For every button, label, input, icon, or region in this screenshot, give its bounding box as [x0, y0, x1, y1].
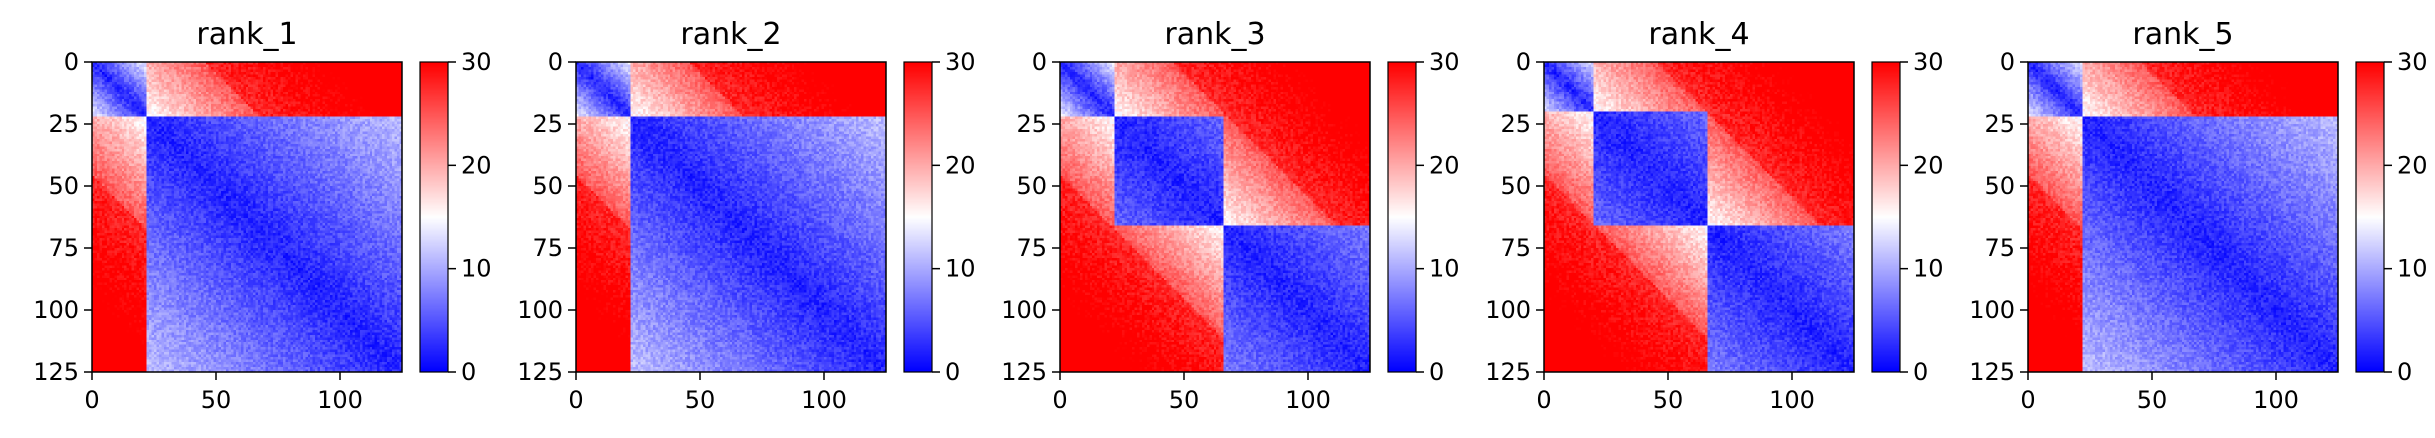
- x-tick-label: 0: [1052, 386, 1067, 414]
- y-tick-label: 50: [1016, 172, 1047, 200]
- colorbar-tick-label: 20: [945, 151, 976, 179]
- y-tick-label: 100: [1485, 296, 1531, 324]
- y-tick-label: 100: [517, 296, 563, 324]
- y-tick-label: 25: [1016, 110, 1047, 138]
- x-tick-label: 100: [801, 386, 847, 414]
- x-tick-label: 0: [2020, 386, 2035, 414]
- colorbar-frame: [1387, 61, 1417, 373]
- colorbar-tick-label: 10: [945, 255, 976, 283]
- x-tick-label: 100: [317, 386, 363, 414]
- colorbar-tick-label: 30: [1429, 48, 1460, 76]
- heatmap-matrix: [92, 62, 402, 372]
- x-tick-label: 100: [1769, 386, 1815, 414]
- y-tick-label: 50: [48, 172, 79, 200]
- plot-frame: [91, 61, 403, 373]
- y-tick-label: 125: [1485, 358, 1531, 386]
- colorbar-tick-label: 30: [2397, 48, 2428, 76]
- y-tick-label: 125: [1001, 358, 1047, 386]
- x-tick-label: 50: [685, 386, 716, 414]
- y-tick-label: 100: [33, 296, 79, 324]
- y-tick-label: 75: [48, 234, 79, 262]
- y-tick-label: 50: [532, 172, 563, 200]
- colorbar: [904, 62, 932, 372]
- y-tick-label: 0: [64, 48, 79, 76]
- y-tick-label: 75: [1016, 234, 1047, 262]
- heatmap-matrix: [1544, 62, 1854, 372]
- x-tick-label: 0: [84, 386, 99, 414]
- colorbar-tick-label: 0: [2397, 358, 2412, 386]
- x-tick-label: 100: [2253, 386, 2299, 414]
- panel-title: rank_4: [1648, 17, 1749, 52]
- y-tick-label: 75: [532, 234, 563, 262]
- heatmap-matrix: [2028, 62, 2338, 372]
- colorbar-frame: [903, 61, 933, 373]
- plot-frame: [1059, 61, 1371, 373]
- panel-title: rank_1: [196, 17, 297, 52]
- y-tick-label: 50: [1500, 172, 1531, 200]
- colorbar-tick-label: 0: [1913, 358, 1928, 386]
- plot-frame: [575, 61, 887, 373]
- colorbar-tick-label: 0: [461, 358, 476, 386]
- colorbar-tick-label: 10: [1429, 255, 1460, 283]
- plot-frame: [1543, 61, 1855, 373]
- x-tick-label: 50: [2137, 386, 2168, 414]
- colorbar: [2356, 62, 2384, 372]
- colorbar: [1872, 62, 1900, 372]
- plot-frame: [2027, 61, 2339, 373]
- y-tick-label: 75: [1984, 234, 2015, 262]
- colorbar-tick-label: 30: [945, 48, 976, 76]
- y-tick-label: 125: [1969, 358, 2015, 386]
- y-tick-label: 75: [1500, 234, 1531, 262]
- colorbar-tick-label: 10: [461, 255, 492, 283]
- heatmap-matrix: [576, 62, 886, 372]
- colorbar-tick-label: 10: [1913, 255, 1944, 283]
- colorbar-tick-label: 10: [2397, 255, 2428, 283]
- colorbar-frame: [419, 61, 449, 373]
- x-tick-label: 0: [1536, 386, 1551, 414]
- colorbar-tick-label: 20: [2397, 151, 2428, 179]
- colorbar-frame: [1871, 61, 1901, 373]
- panel-title: rank_3: [1164, 17, 1265, 52]
- y-tick-label: 100: [1969, 296, 2015, 324]
- x-tick-label: 100: [1285, 386, 1331, 414]
- y-tick-label: 125: [33, 358, 79, 386]
- panel-title: rank_2: [680, 17, 781, 52]
- y-tick-label: 25: [1500, 110, 1531, 138]
- y-tick-label: 0: [1032, 48, 1047, 76]
- colorbar-tick-label: 20: [1429, 151, 1460, 179]
- y-tick-label: 0: [2000, 48, 2015, 76]
- heatmap-matrix: [1060, 62, 1370, 372]
- y-tick-label: 25: [1984, 110, 2015, 138]
- y-tick-label: 0: [548, 48, 563, 76]
- colorbar: [420, 62, 448, 372]
- y-tick-label: 125: [517, 358, 563, 386]
- colorbar: [1388, 62, 1416, 372]
- y-tick-label: 100: [1001, 296, 1047, 324]
- colorbar-tick-label: 0: [1429, 358, 1444, 386]
- colorbar-tick-label: 30: [1913, 48, 1944, 76]
- x-tick-label: 50: [1653, 386, 1684, 414]
- colorbar-frame: [2355, 61, 2385, 373]
- colorbar-tick-label: 30: [461, 48, 492, 76]
- y-tick-label: 50: [1984, 172, 2015, 200]
- y-tick-label: 25: [532, 110, 563, 138]
- x-tick-label: 50: [1169, 386, 1200, 414]
- colorbar-tick-label: 20: [1913, 151, 1944, 179]
- colorbar-tick-label: 20: [461, 151, 492, 179]
- y-tick-label: 0: [1516, 48, 1531, 76]
- colorbar-tick-label: 0: [945, 358, 960, 386]
- panel-title: rank_5: [2132, 17, 2233, 52]
- x-tick-label: 0: [568, 386, 583, 414]
- x-tick-label: 50: [201, 386, 232, 414]
- y-tick-label: 25: [48, 110, 79, 138]
